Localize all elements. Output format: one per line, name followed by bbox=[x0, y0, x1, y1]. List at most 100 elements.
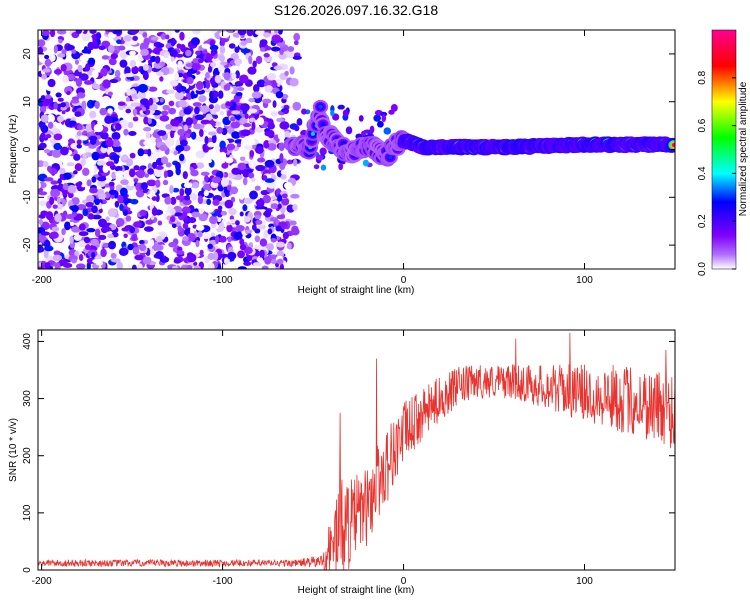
noise-blob bbox=[254, 235, 261, 243]
noise-blob bbox=[179, 31, 185, 41]
noise-blob bbox=[140, 98, 149, 106]
noise-blob bbox=[203, 190, 209, 197]
noise-blob bbox=[61, 49, 67, 55]
noise-blob bbox=[286, 159, 294, 165]
noise-blob bbox=[138, 243, 147, 252]
noise-blob bbox=[123, 128, 129, 136]
colorbar-tick-label: 0.6 bbox=[697, 118, 708, 132]
noise-blob bbox=[289, 77, 299, 87]
noise-blob bbox=[264, 178, 275, 183]
noise-blob bbox=[92, 34, 97, 44]
noise-blob bbox=[49, 30, 56, 38]
noise-blob bbox=[255, 219, 263, 225]
noise-blob bbox=[231, 110, 241, 115]
transition-blob bbox=[315, 154, 324, 161]
noise-blob bbox=[276, 117, 284, 123]
noise-blob bbox=[44, 58, 52, 67]
noise-blob bbox=[219, 45, 226, 55]
noise-blob bbox=[179, 139, 188, 147]
noise-blob bbox=[184, 216, 189, 223]
spectrogram-x-ticks: -200 -100 0 100 bbox=[32, 30, 593, 286]
noise-blob bbox=[41, 30, 50, 36]
noise-blob bbox=[170, 119, 180, 127]
noise-blob bbox=[94, 228, 101, 238]
transition-blob bbox=[376, 120, 384, 128]
noise-blob bbox=[70, 204, 79, 213]
noise-blob bbox=[263, 142, 270, 149]
transition-blob bbox=[373, 114, 381, 122]
noise-blob bbox=[176, 43, 182, 49]
noise-blob bbox=[137, 148, 145, 157]
noise-blob bbox=[174, 90, 184, 100]
noise-blob bbox=[49, 138, 57, 144]
noise-blob bbox=[115, 170, 125, 178]
noise-blob bbox=[195, 150, 206, 159]
noise-blob bbox=[162, 104, 170, 111]
noise-blob bbox=[239, 211, 244, 217]
noise-blob bbox=[186, 265, 193, 269]
noise-blob bbox=[220, 151, 226, 159]
noise-blob bbox=[273, 51, 280, 59]
noise-blob bbox=[215, 121, 221, 126]
noise-blob bbox=[211, 134, 217, 144]
noise-blob bbox=[279, 263, 284, 269]
noise-blob bbox=[279, 47, 284, 55]
noise-blob bbox=[243, 197, 253, 204]
noise-blob bbox=[216, 126, 224, 134]
noise-blob bbox=[39, 200, 48, 207]
noise-blob bbox=[50, 37, 59, 42]
noise-blob bbox=[47, 146, 54, 151]
noise-blob bbox=[60, 106, 67, 111]
noise-blob bbox=[193, 261, 198, 266]
noise-blob bbox=[229, 116, 236, 122]
noise-blob bbox=[79, 54, 89, 63]
noise-blob bbox=[160, 33, 167, 40]
noise-blob bbox=[187, 232, 196, 242]
noise-blob bbox=[254, 30, 265, 36]
noise-blob bbox=[168, 241, 177, 248]
noise-blob bbox=[256, 172, 263, 179]
noise-blob bbox=[216, 217, 222, 223]
noise-blob bbox=[187, 253, 197, 263]
noise-blob bbox=[52, 204, 58, 209]
transition-blob bbox=[320, 164, 327, 171]
noise-blob bbox=[65, 213, 76, 220]
figure-title: S126.2026.097.16.32.G18 bbox=[274, 2, 438, 18]
noise-blob bbox=[41, 73, 48, 80]
noise-blob bbox=[108, 58, 117, 66]
noise-blob bbox=[231, 167, 241, 175]
noise-blob bbox=[185, 49, 192, 57]
noise-blob bbox=[94, 198, 101, 206]
noise-blob bbox=[76, 131, 83, 136]
noise-blob bbox=[208, 262, 215, 269]
noise-blob bbox=[123, 35, 132, 42]
noise-blob bbox=[119, 59, 128, 68]
noise-blob bbox=[183, 182, 193, 189]
noise-blob bbox=[71, 258, 77, 264]
noise-blob bbox=[190, 131, 197, 140]
noise-blob bbox=[84, 244, 91, 250]
noise-blob bbox=[267, 130, 275, 139]
noise-blob bbox=[256, 198, 265, 208]
noise-blob bbox=[40, 132, 46, 141]
noise-blob bbox=[240, 129, 251, 137]
snr-y-tick-label: 0 bbox=[22, 567, 33, 573]
noise-blob bbox=[159, 115, 170, 122]
noise-blob bbox=[248, 108, 258, 113]
noise-blob bbox=[220, 177, 229, 187]
noise-blob bbox=[171, 223, 177, 229]
noise-blob bbox=[205, 113, 213, 121]
noise-blob bbox=[292, 55, 302, 60]
snr-y-tick-label: 200 bbox=[22, 447, 33, 464]
transition-blob bbox=[380, 111, 388, 117]
noise-blob bbox=[53, 101, 58, 110]
noise-blob bbox=[192, 30, 201, 35]
noise-blob bbox=[77, 64, 83, 73]
noise-blob bbox=[110, 53, 119, 59]
noise-blob bbox=[56, 115, 64, 123]
noise-blob bbox=[224, 157, 234, 164]
noise-blob bbox=[277, 131, 286, 141]
noise-blob bbox=[218, 235, 227, 243]
noise-blob bbox=[147, 163, 153, 170]
noise-blob bbox=[148, 86, 158, 92]
